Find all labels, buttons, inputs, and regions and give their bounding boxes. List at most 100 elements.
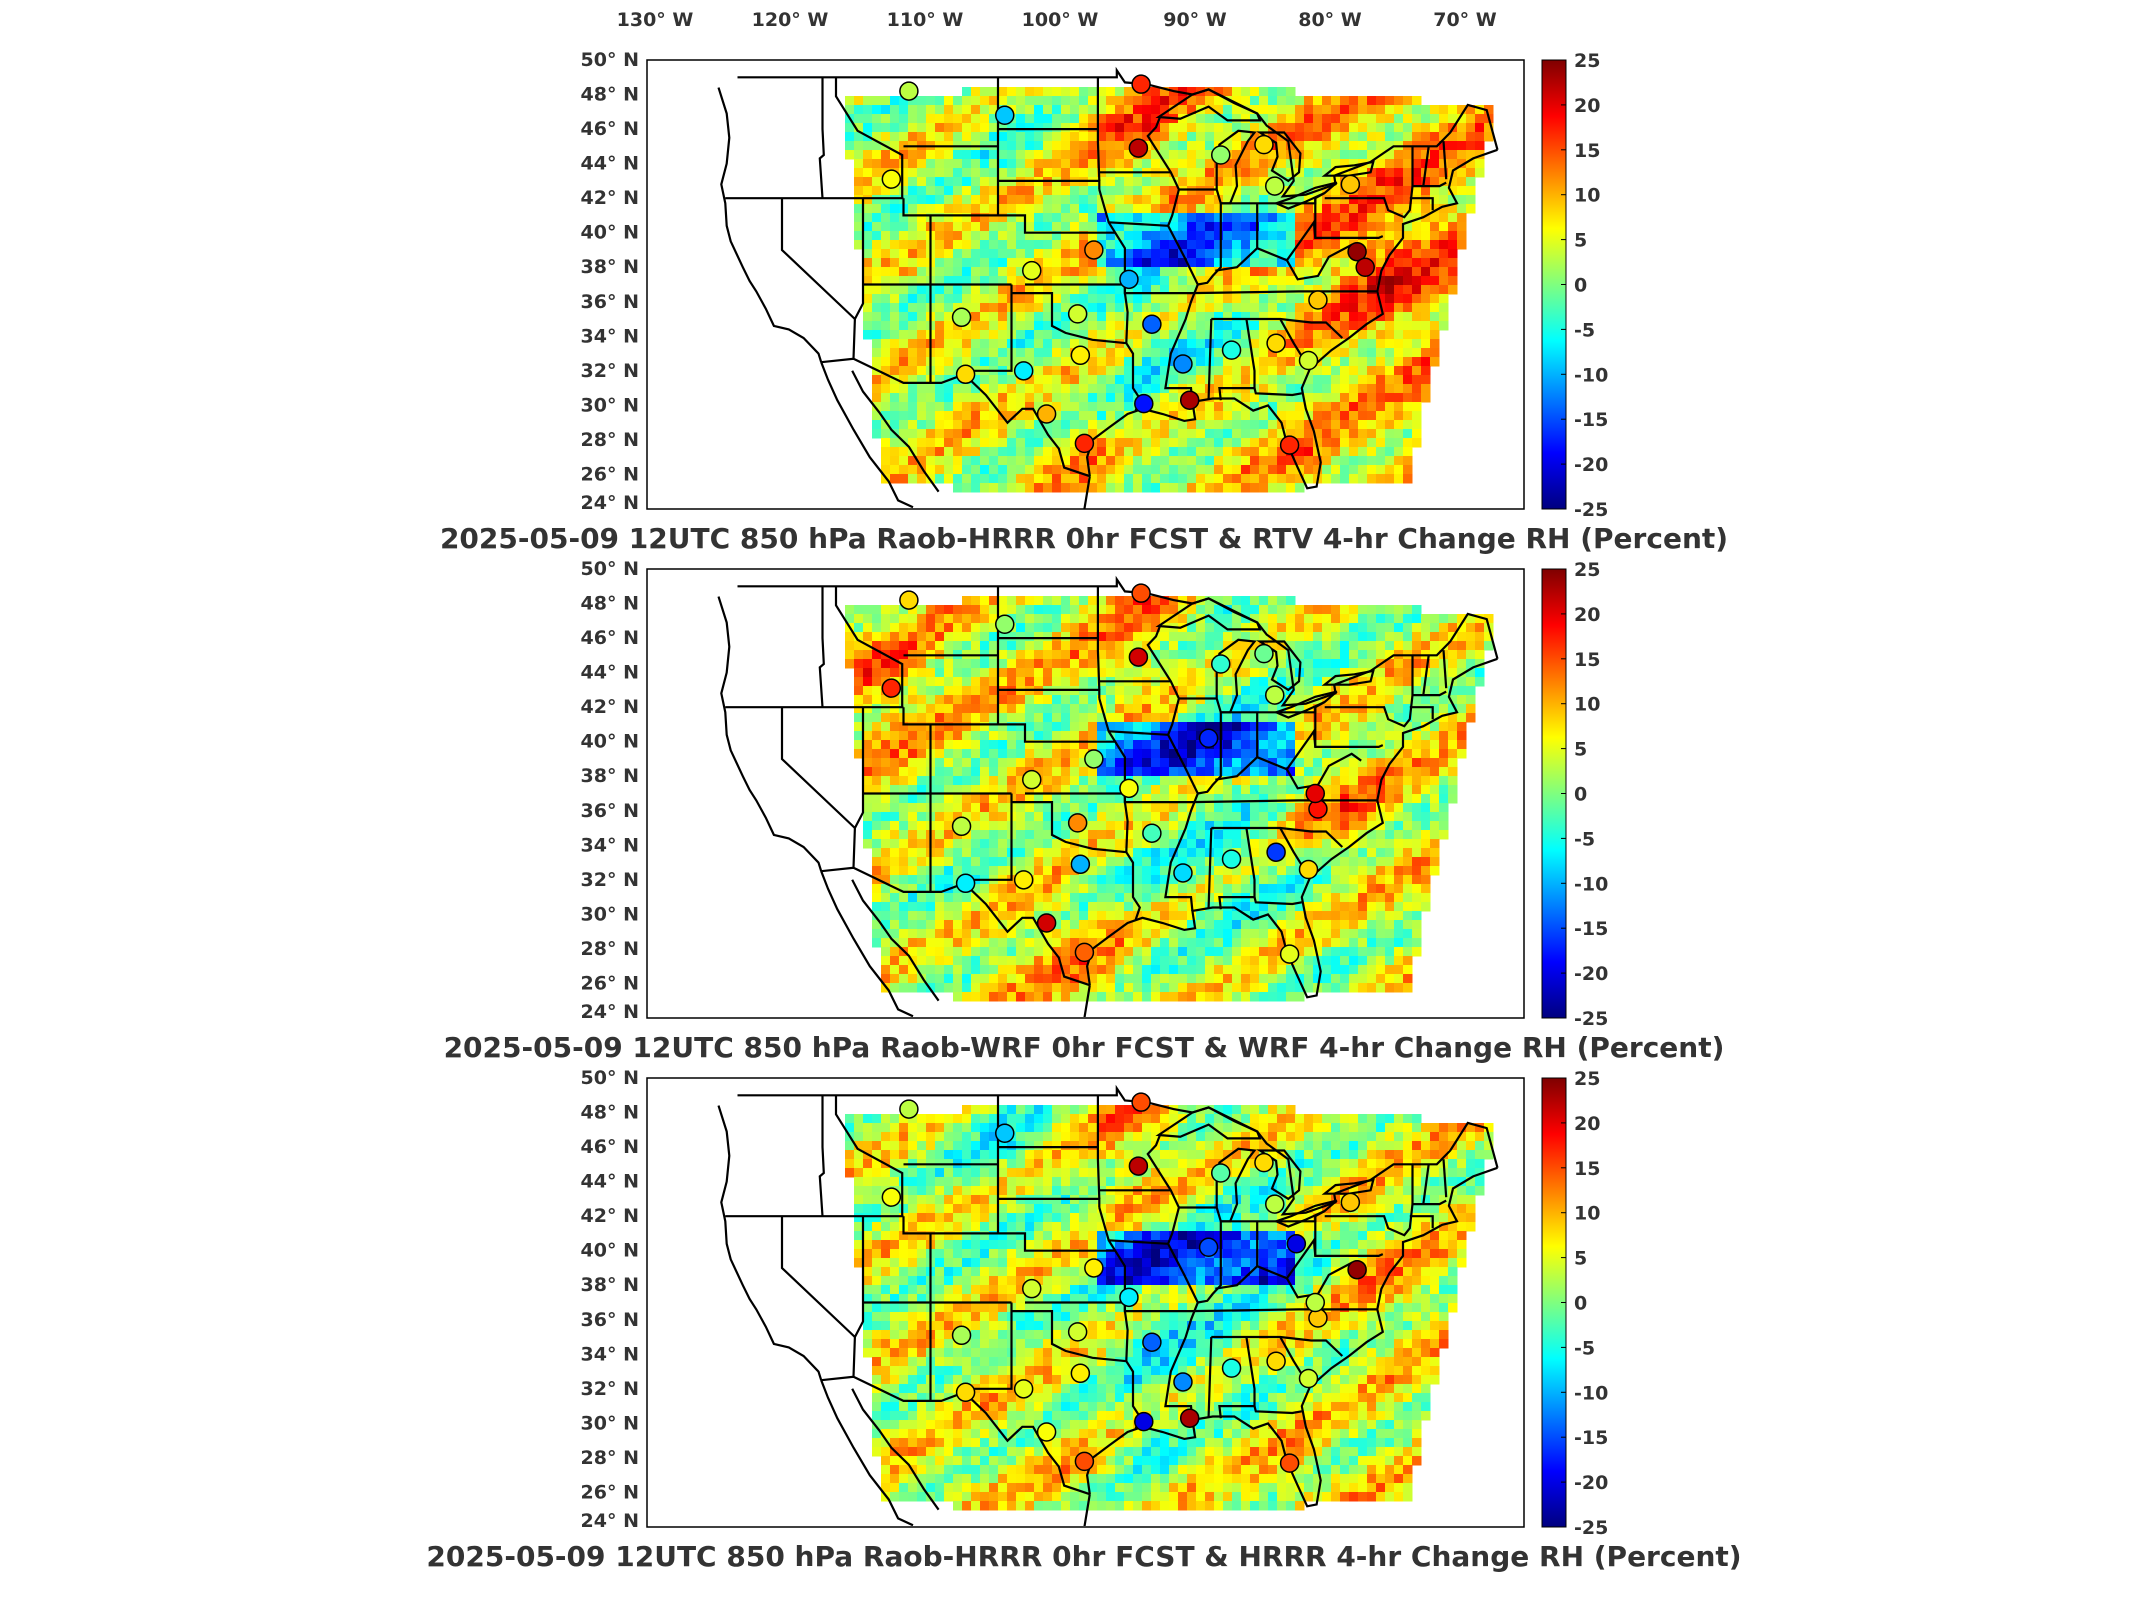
field-cell [1277, 348, 1287, 358]
map-panel-rtv: 50° N48° N46° N44° N42° N40° N38° N36° N… [581, 49, 1609, 521]
field-cell [935, 695, 945, 705]
field-cell [1358, 785, 1368, 795]
field-cell [1115, 348, 1125, 358]
field-cell [1304, 321, 1314, 331]
field-cell [998, 659, 1008, 669]
field-cell [1142, 249, 1152, 259]
field-cell [1043, 438, 1053, 448]
field-cell [908, 722, 918, 732]
state-boundary [1190, 290, 1378, 295]
field-cell [1133, 483, 1143, 493]
field-cell [899, 159, 909, 169]
field-cell [1142, 213, 1152, 223]
field-cell [935, 384, 945, 394]
field-cell [908, 204, 918, 214]
field-cell [1223, 722, 1233, 732]
field-cell [1250, 96, 1260, 106]
field-cell [1223, 686, 1233, 696]
field-cell [1331, 695, 1341, 705]
field-cell [1061, 132, 1071, 142]
field-cell [1142, 294, 1152, 304]
field-cell [1286, 222, 1296, 232]
field-cell [1196, 339, 1206, 349]
field-cell [989, 483, 999, 493]
field-cell [1349, 474, 1359, 484]
field-cell [971, 411, 981, 421]
field-cell [1088, 447, 1098, 457]
field-cell [1232, 614, 1242, 624]
field-cell [845, 96, 855, 106]
field-cell [1322, 758, 1332, 768]
field-cell [1340, 357, 1350, 367]
field-cell [1340, 114, 1350, 124]
field-cell [917, 204, 927, 214]
field-cell [935, 857, 945, 867]
field-cell [935, 785, 945, 795]
field-cell [1196, 213, 1206, 223]
field-cell [980, 294, 990, 304]
field-cell [890, 758, 900, 768]
field-cell [1403, 456, 1413, 466]
field-cell [1115, 483, 1125, 493]
field-cell [1151, 650, 1161, 660]
field-cell [953, 767, 963, 777]
field-cell [1061, 141, 1071, 151]
field-cell [1421, 321, 1431, 331]
field-cell [1043, 830, 1053, 840]
field-cell [971, 857, 981, 867]
field-cell [917, 794, 927, 804]
field-cell [1304, 605, 1314, 615]
field-cell [1187, 303, 1197, 313]
field-cell [1385, 294, 1395, 304]
field-cell [1295, 713, 1305, 723]
field-cell [1106, 312, 1116, 322]
field-cell [872, 632, 882, 642]
field-cell [1340, 812, 1350, 822]
field-cell [1088, 267, 1098, 277]
field-cell [1403, 339, 1413, 349]
field-cell [980, 105, 990, 115]
field-cell [1052, 312, 1062, 322]
lat-label: 34° N [581, 325, 639, 347]
field-cell [890, 312, 900, 322]
field-cell [1268, 168, 1278, 178]
field-cell [1385, 794, 1395, 804]
field-cell [1457, 704, 1467, 714]
field-cell [944, 186, 954, 196]
field-cell [989, 87, 999, 97]
field-cell [1250, 438, 1260, 448]
field-cell [935, 668, 945, 678]
field-cell [1097, 267, 1107, 277]
field-cell [1079, 114, 1089, 124]
field-cell [1331, 830, 1341, 840]
field-cell [854, 668, 864, 678]
field-cell [1079, 830, 1089, 840]
field-cell [1466, 713, 1476, 723]
field-cell [998, 231, 1008, 241]
field-cell [980, 767, 990, 777]
field-cell [872, 812, 882, 822]
field-cell [1286, 285, 1296, 295]
field-cell [1367, 713, 1377, 723]
field-cell [863, 285, 873, 295]
field-cell [890, 767, 900, 777]
field-cell [1142, 623, 1152, 633]
field-cell [1268, 105, 1278, 115]
field-cell [1178, 785, 1188, 795]
field-cell [1088, 348, 1098, 358]
field-cell [989, 249, 999, 259]
field-cell [890, 650, 900, 660]
field-cell [1430, 749, 1440, 759]
field-cell [953, 177, 963, 187]
field-cell [926, 429, 936, 439]
field-cell [1232, 821, 1242, 831]
field-cell [1061, 330, 1071, 340]
field-cell [1052, 402, 1062, 412]
field-cell [1142, 330, 1152, 340]
field-cell [1259, 186, 1269, 196]
field-cell [1214, 623, 1224, 633]
field-cell [1205, 159, 1215, 169]
field-cell [1241, 830, 1251, 840]
field-cell [1412, 411, 1422, 421]
field-cell [1367, 330, 1377, 340]
